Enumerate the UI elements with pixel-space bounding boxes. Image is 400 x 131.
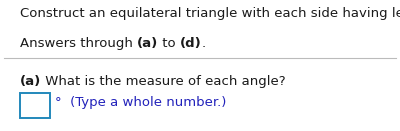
Text: (d): (d) bbox=[180, 37, 202, 50]
Text: .: . bbox=[202, 37, 206, 50]
FancyBboxPatch shape bbox=[20, 93, 50, 118]
Text: °  (Type a whole number.): ° (Type a whole number.) bbox=[55, 96, 226, 109]
Text: Answers through: Answers through bbox=[20, 37, 137, 50]
Text: (a): (a) bbox=[20, 75, 41, 88]
Text: What is the measure of each angle?: What is the measure of each angle? bbox=[41, 75, 286, 88]
Text: to: to bbox=[158, 37, 180, 50]
Text: (a): (a) bbox=[137, 37, 158, 50]
Text: Construct an equilateral triangle with each side having length 2k.: Construct an equilateral triangle with e… bbox=[20, 7, 400, 20]
